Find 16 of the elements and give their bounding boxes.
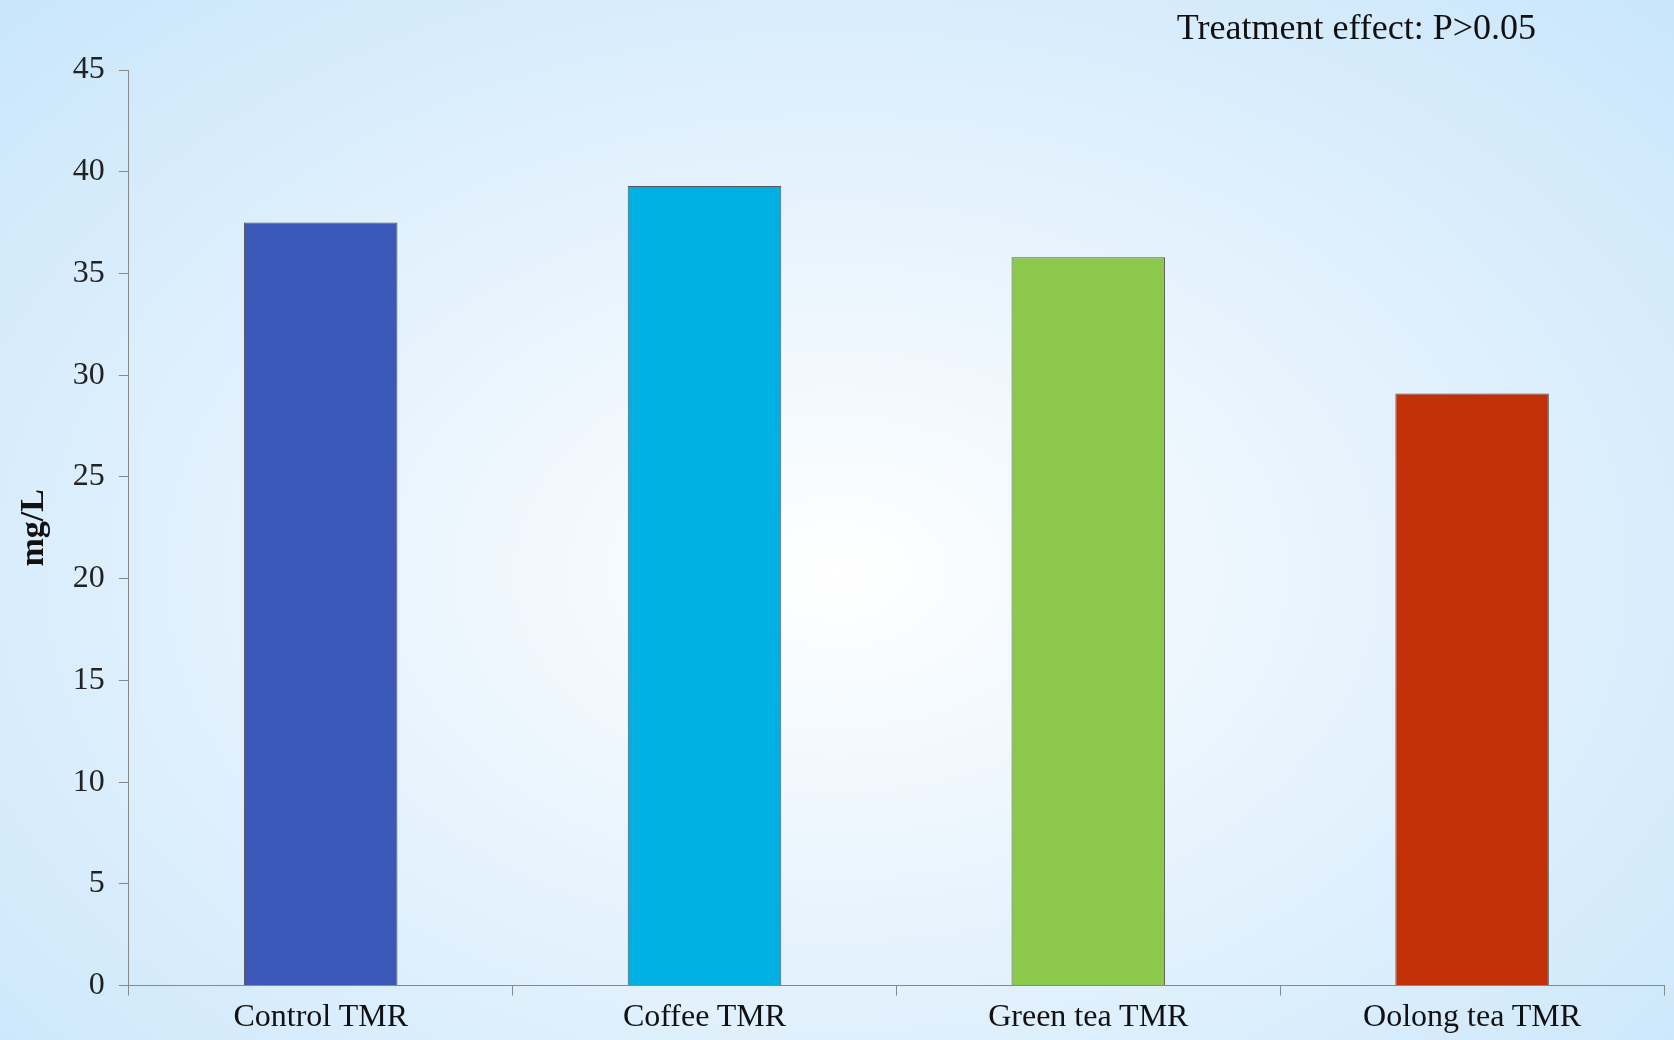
y-tick-label: 45: [72, 49, 105, 86]
text: Treatment effect: P>0.05: [1176, 6, 1536, 48]
y-tick-label: 40: [72, 151, 105, 188]
y-tick-label: 5: [88, 863, 105, 900]
y-tick-label: 30: [72, 354, 105, 391]
y-tick-label: 0: [88, 965, 105, 1002]
y-tick-label: 25: [72, 456, 105, 493]
y-tick-label: 15: [72, 659, 105, 696]
x-tick-label: Green tea TMR: [988, 997, 1190, 1034]
y-axis-title: mg/L: [13, 489, 51, 567]
y-tick-label: 20: [72, 558, 105, 595]
y-tick-label: 35: [72, 252, 105, 289]
x-tick-label: Control TMR: [233, 997, 409, 1034]
y-tick-label: 10: [72, 761, 105, 798]
x-tick-label: Coffee TMR: [622, 997, 787, 1034]
x-tick-label: Oolong tea TMR: [1363, 997, 1582, 1034]
